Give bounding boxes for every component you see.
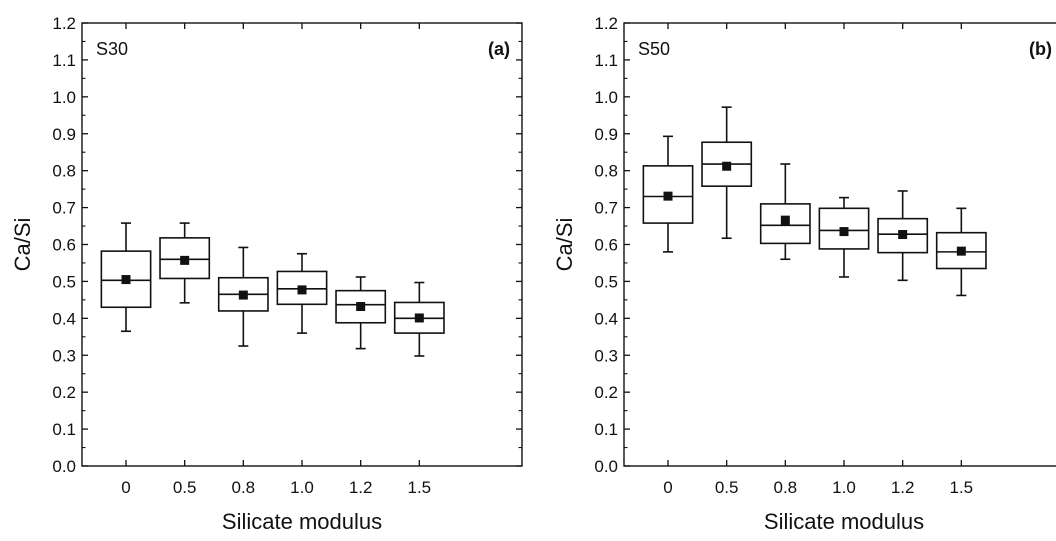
- mean-marker: [356, 302, 366, 312]
- y-tick-label: 0.8: [594, 162, 618, 181]
- x-tick-label: 1.5: [408, 478, 432, 497]
- mean-marker: [238, 290, 248, 300]
- y-tick-label: 0.7: [52, 199, 76, 218]
- y-tick-label: 0.0: [594, 457, 618, 476]
- y-tick-label: 0.0: [52, 457, 76, 476]
- x-tick-label: 0.8: [232, 478, 256, 497]
- x-tick-label: 0: [663, 478, 672, 497]
- box-1.2: [335, 276, 387, 350]
- y-tick-label: 1.0: [52, 88, 76, 107]
- x-tick-label: 1.0: [832, 478, 856, 497]
- y-tick-label: 0.9: [52, 125, 76, 144]
- x-axis-title: Silicate modulus: [222, 509, 382, 534]
- y-tick-label: 0.1: [52, 420, 76, 439]
- y-tick-label: 0.5: [594, 272, 618, 291]
- plot-frame: [623, 22, 1056, 467]
- series-annotation: S30: [96, 39, 128, 59]
- box-1.0: [276, 252, 328, 334]
- series-annotation: S50: [638, 39, 670, 59]
- panel-label: (b): [1029, 39, 1052, 59]
- mean-marker: [898, 230, 908, 240]
- x-tick-label: 1.2: [891, 478, 915, 497]
- x-tick-label: 0.5: [715, 478, 739, 497]
- y-tick-label: 0.8: [52, 162, 76, 181]
- y-tick-label: 0.6: [52, 236, 76, 255]
- y-tick-label: 1.1: [52, 51, 76, 70]
- chart-panel-a: 0.0 0.1 0.2 0.3 0.4 0.5 0.6 0.7 0.8 0.9 1.0 1.1 1.2 0…: [10, 14, 523, 534]
- x-axis-title: Silicate modulus: [764, 509, 924, 534]
- mean-marker: [956, 246, 966, 256]
- y-tick-label: 1.1: [594, 51, 618, 70]
- box-0: [100, 222, 152, 333]
- x-tick-label: 0.8: [774, 478, 798, 497]
- y-tick-label: 0.2: [594, 383, 618, 402]
- y-tick-label: 1.2: [52, 14, 76, 33]
- x-tick-label: 1.5: [950, 478, 974, 497]
- x-tick-label: 0.5: [173, 478, 197, 497]
- y-tick-label: 0.2: [52, 383, 76, 402]
- box-1.5: [935, 207, 987, 297]
- box-1.2: [877, 190, 929, 282]
- mean-marker: [663, 191, 673, 201]
- plot-frame: [81, 22, 523, 467]
- box-0: [642, 135, 694, 253]
- y-tick-label: 0.1: [594, 420, 618, 439]
- y-tick-label: 0.4: [594, 309, 618, 328]
- y-tick-label: 0.7: [594, 199, 618, 218]
- y-tick-label: 0.3: [594, 346, 618, 365]
- box-iqr: [818, 207, 870, 250]
- y-tick-label: 0.6: [594, 236, 618, 255]
- mean-marker: [722, 161, 732, 171]
- box-1.5: [393, 281, 445, 357]
- y-tick-label: 1.0: [594, 88, 618, 107]
- mean-marker: [414, 313, 424, 323]
- y-tick-label: 1.2: [594, 14, 618, 33]
- panel-label: (a): [488, 39, 510, 59]
- box-iqr: [100, 250, 152, 309]
- y-tick-label: 0.9: [594, 125, 618, 144]
- y-axis-title: Ca/Si: [552, 218, 577, 272]
- mean-marker: [780, 215, 790, 225]
- chart-panel-b: 0.0 0.1 0.2 0.3 0.4 0.5 0.6 0.7 0.8 0.9 1.0 1.1 1.2 0…: [552, 14, 1056, 534]
- mean-marker: [297, 285, 307, 295]
- box-0.8: [217, 246, 269, 347]
- box-1.0: [818, 196, 870, 278]
- x-tick-label: 1.2: [349, 478, 373, 497]
- y-axis-title: Ca/Si: [10, 218, 35, 272]
- box-0.5: [701, 106, 753, 240]
- box-0.8: [759, 163, 811, 261]
- x-tick-label: 0: [121, 478, 130, 497]
- mean-marker: [839, 227, 849, 237]
- mean-marker: [121, 275, 131, 285]
- mean-marker: [180, 255, 190, 265]
- y-tick-label: 0.5: [52, 272, 76, 291]
- box-0.5: [159, 222, 211, 304]
- box-iqr: [877, 217, 929, 254]
- x-tick-label: 1.0: [290, 478, 314, 497]
- y-tick-label: 0.4: [52, 309, 76, 328]
- y-tick-label: 0.3: [52, 346, 76, 365]
